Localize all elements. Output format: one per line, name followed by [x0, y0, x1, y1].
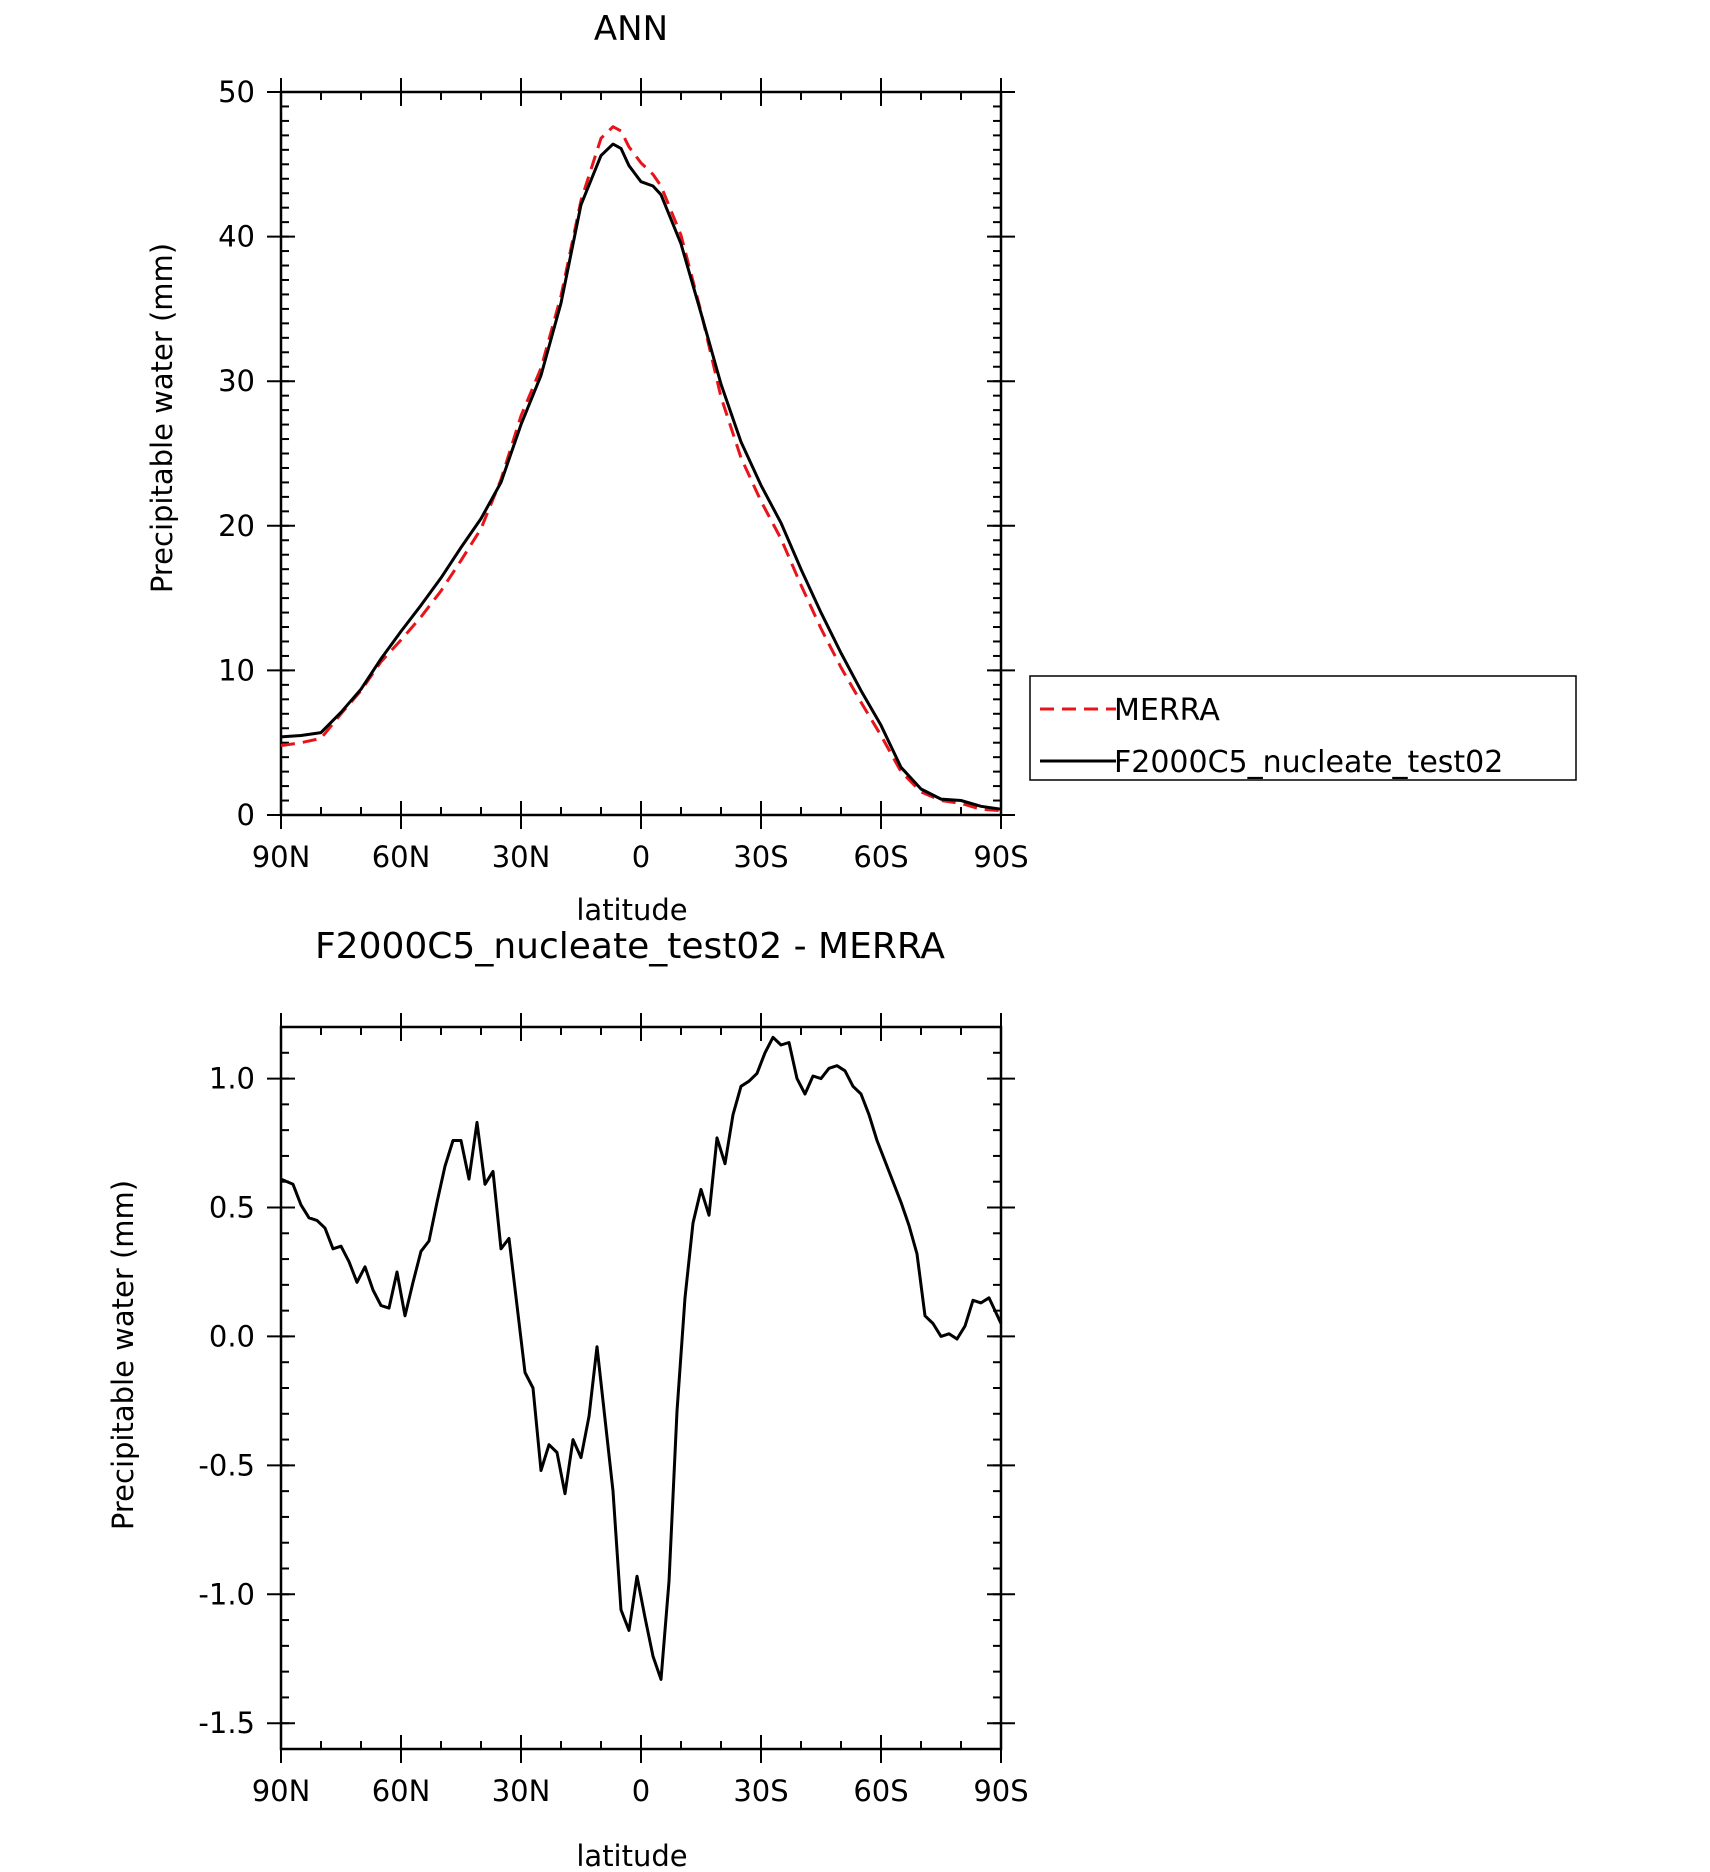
x-tick-label: 60S [853, 1774, 908, 1808]
y-tick-label: 50 [218, 75, 255, 109]
x-tick-label: 90S [973, 1774, 1028, 1808]
y-tick-label: 1.0 [209, 1062, 255, 1096]
legend-label-merra: MERRA [1114, 693, 1220, 728]
y-tick-label: 20 [218, 509, 255, 543]
bottom-x-axis-label: latitude [576, 1839, 687, 1872]
x-tick-label: 30N [492, 1774, 551, 1808]
y-tick-label: 0.5 [209, 1191, 255, 1225]
y-tick-label: 40 [218, 220, 255, 254]
legend-label-model: F2000C5_nucleate_test02 [1114, 745, 1503, 780]
y-tick-label: -0.5 [198, 1448, 255, 1482]
x-tick-label: 90N [252, 840, 311, 874]
x-tick-label: 30N [492, 840, 551, 874]
x-tick-label: 90N [252, 1774, 311, 1808]
y-tick-label: 10 [218, 653, 255, 687]
top-y-axis-label: Precipitable water (mm) [145, 243, 179, 593]
x-tick-label: 30S [733, 1774, 788, 1808]
y-tick-label: 0 [237, 798, 255, 832]
y-tick-label: -1.0 [198, 1577, 255, 1611]
x-tick-label: 60S [853, 840, 908, 874]
x-tick-label: 30S [733, 840, 788, 874]
bottom-y-axis-label: Precipitable water (mm) [106, 1180, 140, 1530]
y-tick-label: 30 [218, 364, 255, 398]
top-plot-area: 90N 60N 30N 0 30S 60S 90S 0 10 20 30 40 50 [218, 75, 1029, 874]
top-panel: ANN 90N 60N 30N 0 30S 60S 90S 0 10 20 30 40 50 latit… [145, 9, 1029, 927]
x-tick-label: 0 [632, 840, 650, 874]
legend-box [1029, 675, 1577, 781]
plot-frame [279, 90, 1003, 817]
x-tick-label: 0 [632, 1774, 650, 1808]
series-line-1 [280, 142, 1002, 811]
x-tick-label: 60N [372, 1774, 431, 1808]
bottom-plot-area: 90N 60N 30N 0 30S 60S 90S -1.5 -1.0 -0.5 0.0 0.5 1.0 [198, 1013, 1029, 1808]
series-line-0 [280, 1035, 1003, 1681]
top-chart-title: ANN [594, 9, 668, 49]
x-tick-label: 90S [973, 840, 1028, 874]
top-x-axis-label: latitude [576, 893, 687, 927]
bottom-panel: F2000C5_nucleate_test02 - MERRA 90N 60N 30… [106, 926, 1029, 1872]
plot-frame [279, 1025, 1003, 1751]
x-tick-label: 60N [372, 840, 431, 874]
y-tick-label: -1.5 [198, 1706, 255, 1740]
series-line-0 [280, 125, 1002, 813]
bottom-chart-title: F2000C5_nucleate_test02 - MERRA [315, 926, 945, 967]
y-tick-label: 0.0 [209, 1319, 255, 1353]
legend: MERRA F2000C5_nucleate_test02 [1029, 675, 1577, 781]
